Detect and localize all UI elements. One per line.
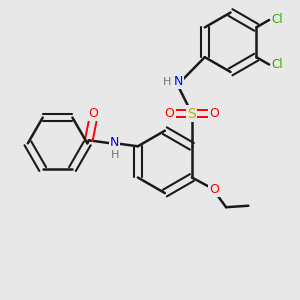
- Text: H: H: [110, 150, 119, 160]
- Text: S: S: [188, 106, 196, 121]
- Text: N: N: [110, 136, 119, 149]
- Text: Cl: Cl: [272, 14, 283, 26]
- Text: O: O: [209, 183, 219, 196]
- Text: O: O: [88, 107, 98, 120]
- Text: Cl: Cl: [272, 58, 283, 71]
- Text: H: H: [162, 77, 171, 87]
- Text: O: O: [209, 107, 219, 120]
- Text: O: O: [165, 107, 175, 120]
- Text: N: N: [174, 75, 183, 88]
